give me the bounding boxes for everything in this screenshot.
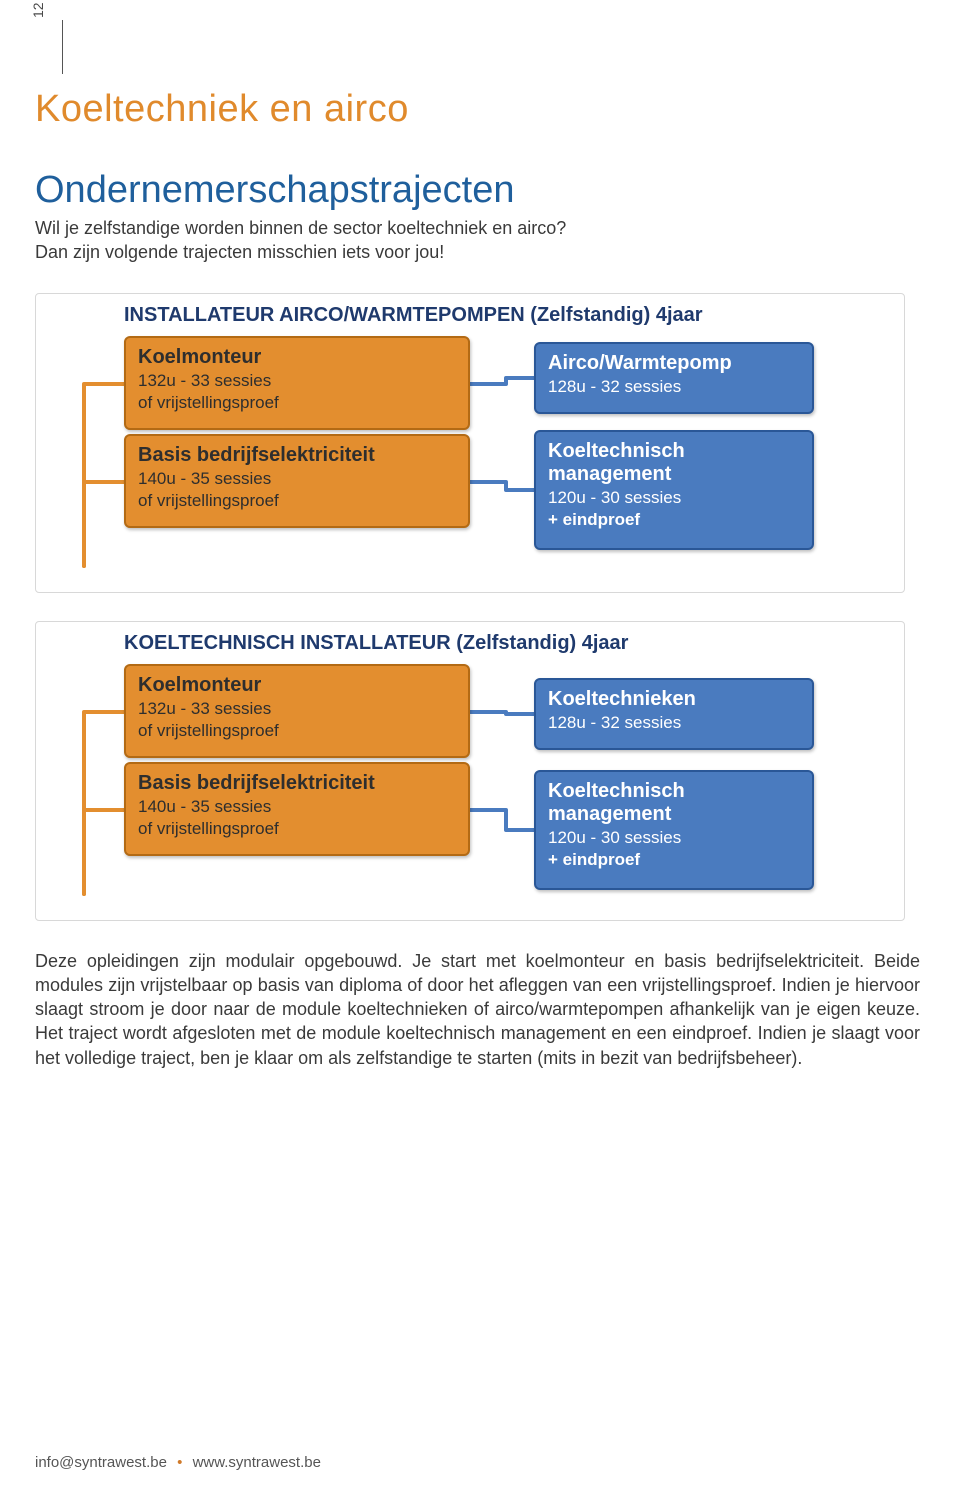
flow-node: Basis bedrijfselektriciteit140u - 35 ses… <box>124 762 470 856</box>
connector-line <box>84 384 124 566</box>
node-subtitle: 120u - 30 sessies <box>548 828 800 848</box>
intro-text: Wil je zelfstandige worden binnen de sec… <box>35 216 920 265</box>
body-paragraph: Deze opleidingen zijn modulair opgebouwd… <box>35 949 920 1070</box>
diagrams-host: INSTALLATEUR AIRCO/WARMTEPOMPEN (Zelfsta… <box>35 293 920 921</box>
node-note: of vrijstellingsproef <box>138 721 456 741</box>
diagram-title: KOELTECHNISCH INSTALLATEUR (Zelfstandig)… <box>124 632 628 655</box>
page-content: Koeltechniek en airco Ondernemerschapstr… <box>35 88 920 1070</box>
node-title: Basis bedrijfselektriciteit <box>138 772 456 795</box>
node-title: Koeltechnisch management <box>548 780 800 826</box>
node-title: Basis bedrijfselektriciteit <box>138 444 456 467</box>
page-footer: info@syntrawest.be • www.syntrawest.be <box>35 1454 321 1471</box>
node-title: Koelmonteur <box>138 346 456 369</box>
node-note: of vrijstellingsproef <box>138 393 456 413</box>
connector-line <box>84 482 124 566</box>
flow-diagram: KOELTECHNISCH INSTALLATEUR (Zelfstandig)… <box>35 621 905 921</box>
node-extra: + eindproef <box>548 850 800 870</box>
node-note: of vrijstellingsproef <box>138 491 456 511</box>
node-subtitle: 132u - 33 sessies <box>138 699 456 719</box>
flow-node: Koelmonteur132u - 33 sessiesof vrijstell… <box>124 664 470 758</box>
flow-node: Basis bedrijfselektriciteit140u - 35 ses… <box>124 434 470 528</box>
page-number-rule <box>62 20 63 74</box>
flow-node: Koeltechnisch management120u - 30 sessie… <box>534 430 814 550</box>
node-subtitle: 132u - 33 sessies <box>138 371 456 391</box>
node-subtitle: 140u - 35 sessies <box>138 469 456 489</box>
flow-diagram: INSTALLATEUR AIRCO/WARMTEPOMPEN (Zelfsta… <box>35 293 905 593</box>
node-note: of vrijstellingsproef <box>138 819 456 839</box>
footer-site: www.syntrawest.be <box>193 1454 321 1471</box>
section-title: Koeltechniek en airco <box>35 88 920 131</box>
connector-line <box>470 378 534 384</box>
subsection-title: Ondernemerschapstrajecten <box>35 169 920 212</box>
flow-node: Koeltechnieken128u - 32 sessies <box>534 678 814 750</box>
footer-bullet: • <box>177 1454 182 1471</box>
connector-line <box>84 810 124 894</box>
footer-email: info@syntrawest.be <box>35 1454 167 1471</box>
connector-line <box>470 712 534 714</box>
connector-line <box>470 810 534 830</box>
connector-line <box>470 482 534 490</box>
node-title: Koelmonteur <box>138 674 456 697</box>
node-subtitle: 120u - 30 sessies <box>548 488 800 508</box>
intro-line-2: Dan zijn volgende trajecten misschien ie… <box>35 242 444 262</box>
node-title: Koeltechnisch management <box>548 440 800 486</box>
node-title: Airco/Warmtepomp <box>548 352 800 375</box>
flow-node: Koelmonteur132u - 33 sessiesof vrijstell… <box>124 336 470 430</box>
connector-line <box>84 712 124 894</box>
page-number: 12 <box>30 2 46 18</box>
flow-node: Airco/Warmtepomp128u - 32 sessies <box>534 342 814 414</box>
node-extra: + eindproef <box>548 510 800 530</box>
node-title: Koeltechnieken <box>548 688 800 711</box>
node-subtitle: 140u - 35 sessies <box>138 797 456 817</box>
diagram-title: INSTALLATEUR AIRCO/WARMTEPOMPEN (Zelfsta… <box>124 304 703 327</box>
intro-line-1: Wil je zelfstandige worden binnen de sec… <box>35 218 566 238</box>
node-subtitle: 128u - 32 sessies <box>548 377 800 397</box>
node-subtitle: 128u - 32 sessies <box>548 713 800 733</box>
flow-node: Koeltechnisch management120u - 30 sessie… <box>534 770 814 890</box>
